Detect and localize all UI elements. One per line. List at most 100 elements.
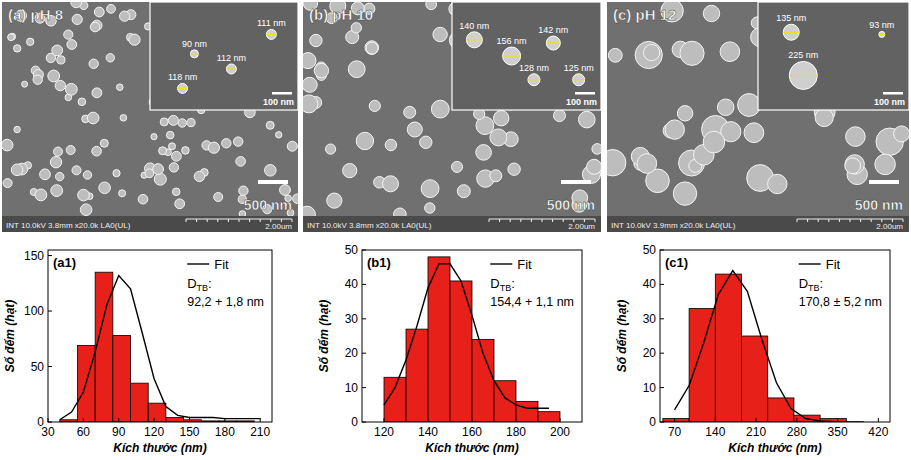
y-tick-label: 40 (345, 277, 359, 291)
sem-panel: 140 nm156 nm142 nm128 nm125 nm100 nmINT … (299, 0, 603, 232)
plot-area (663, 271, 864, 422)
ruler-tick (531, 219, 532, 222)
x-axis-title: Kích thước (nm) (113, 441, 206, 455)
symbol: D (490, 276, 499, 291)
particle (366, 42, 378, 54)
figure: 111 nm90 nm112 nm118 nm100 nmINT 10.0kV … (0, 0, 911, 460)
footer (303, 216, 601, 232)
bar (538, 412, 560, 422)
x-tick (118, 418, 119, 422)
inset-label: 142 nm (538, 25, 568, 35)
particle (310, 34, 322, 46)
inset-label: 118 nm (168, 72, 197, 82)
suffix: : (820, 276, 824, 291)
measure-line (466, 39, 482, 40)
particle (51, 185, 63, 197)
particle (153, 164, 164, 175)
ruler-tick (510, 219, 511, 222)
scale-bar (561, 180, 591, 184)
particle (348, 61, 365, 78)
inset-particle (466, 32, 482, 48)
particle (182, 147, 190, 155)
y-axis-title: Số đếm (hạt) (317, 300, 331, 373)
plot-area (384, 257, 560, 422)
particle (129, 34, 140, 45)
particle (607, 150, 626, 176)
particle (490, 129, 507, 146)
bar (148, 403, 166, 422)
ruler-tick (542, 219, 543, 222)
particle (303, 53, 316, 69)
bar (689, 308, 715, 422)
y-axis-title: Số đếm (hạt) (3, 300, 17, 373)
bar (742, 336, 768, 422)
inset-label: 125 nm (564, 63, 594, 73)
inset-particle (546, 36, 560, 50)
inset-scale: 100 nm (874, 97, 905, 107)
bar (406, 329, 428, 422)
particle (303, 95, 318, 113)
particle (100, 139, 108, 147)
inset-particle (190, 50, 198, 58)
particle (587, 159, 601, 174)
particle (172, 151, 182, 161)
x-tick (83, 418, 84, 422)
particle (94, 7, 104, 17)
x-tick (472, 418, 473, 422)
y-tick (48, 255, 52, 256)
frame (48, 250, 272, 422)
info-text: INT 10.0kV 3.8mm x20.0k LA0(UL) (6, 221, 131, 230)
y-tick-label: 30 (345, 312, 359, 326)
inset-scale: 100 nm (263, 97, 294, 107)
particle (138, 194, 148, 204)
y-tick (660, 353, 664, 354)
sem-image (303, 2, 601, 232)
ruler-label: 2.00um (876, 222, 903, 231)
info-text: INT 10.0kV 3.9mm x20.0k LA0(UL) (611, 221, 736, 230)
x-tick (878, 418, 879, 422)
ruler-tick (839, 219, 840, 222)
x-tick (796, 418, 797, 422)
measure-line (503, 55, 521, 56)
sem-image (2, 2, 298, 232)
y-tick-label: 50 (643, 243, 657, 257)
measure-line (226, 68, 236, 69)
particle (266, 121, 274, 129)
footer (2, 216, 298, 232)
particle (383, 176, 399, 192)
x-tick-label: 60 (77, 425, 91, 439)
particle (90, 22, 100, 32)
particle (87, 112, 99, 124)
particle (2, 139, 13, 151)
legend-label: Fit (214, 257, 229, 272)
particle (425, 203, 435, 213)
x-tick-label: 200 (550, 425, 570, 439)
particle (208, 142, 219, 153)
ruler-tick (239, 219, 240, 222)
inset-particle (226, 64, 236, 74)
mean-symbol: DTB: (799, 276, 824, 293)
particle (815, 108, 833, 126)
particle (280, 185, 291, 196)
particle (172, 188, 180, 196)
measure-line (546, 42, 560, 43)
particle (154, 173, 166, 185)
inset (150, 2, 298, 110)
histogram: 306090120150180210050100150Kích thước (n… (3, 249, 272, 455)
particle (40, 169, 51, 180)
y-tick (660, 250, 664, 251)
particle (22, 81, 28, 87)
particle (234, 137, 243, 146)
bar (166, 418, 184, 422)
y-tick (362, 353, 366, 354)
ruler-tick (489, 219, 490, 222)
inset-label: 225 nm (788, 50, 818, 60)
particle (845, 158, 861, 174)
subscript: TB (808, 283, 820, 293)
ruler-tick (249, 219, 250, 222)
x-tick-label: 150 (179, 425, 199, 439)
particle (293, 194, 298, 204)
measure-line (879, 34, 885, 35)
mean-value: 170,8 ± 5,2 nm (799, 295, 882, 309)
particle (92, 88, 102, 98)
